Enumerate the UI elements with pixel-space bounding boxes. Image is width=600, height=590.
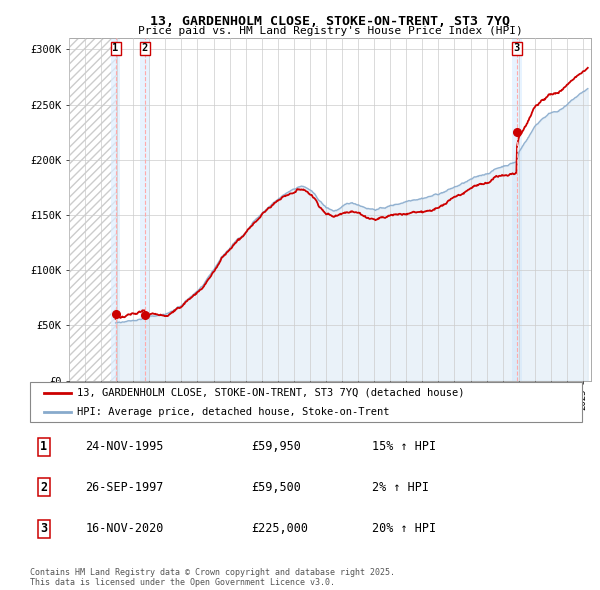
Text: Contains HM Land Registry data © Crown copyright and database right 2025.
This d: Contains HM Land Registry data © Crown c… (30, 568, 395, 587)
Text: £225,000: £225,000 (251, 522, 308, 535)
Text: 15% ↑ HPI: 15% ↑ HPI (372, 440, 436, 453)
Text: 1: 1 (112, 44, 119, 54)
Text: HPI: Average price, detached house, Stoke-on-Trent: HPI: Average price, detached house, Stok… (77, 407, 389, 417)
Text: £59,950: £59,950 (251, 440, 301, 453)
Text: 24-NOV-1995: 24-NOV-1995 (85, 440, 164, 453)
Text: 3: 3 (40, 522, 47, 535)
Text: 16-NOV-2020: 16-NOV-2020 (85, 522, 164, 535)
Text: 26-SEP-1997: 26-SEP-1997 (85, 481, 164, 494)
Bar (140, 38, 150, 381)
Text: 13, GARDENHOLM CLOSE, STOKE-ON-TRENT, ST3 7YQ (detached house): 13, GARDENHOLM CLOSE, STOKE-ON-TRENT, ST… (77, 388, 464, 398)
Bar (512, 38, 521, 381)
FancyBboxPatch shape (30, 382, 582, 422)
Text: 2% ↑ HPI: 2% ↑ HPI (372, 481, 429, 494)
Bar (111, 38, 121, 381)
Text: 2: 2 (40, 481, 47, 494)
Text: 20% ↑ HPI: 20% ↑ HPI (372, 522, 436, 535)
Text: 1: 1 (40, 440, 47, 453)
Text: 2: 2 (142, 44, 148, 54)
Text: £59,500: £59,500 (251, 481, 301, 494)
Text: 13, GARDENHOLM CLOSE, STOKE-ON-TRENT, ST3 7YQ: 13, GARDENHOLM CLOSE, STOKE-ON-TRENT, ST… (150, 15, 510, 28)
Text: Price paid vs. HM Land Registry's House Price Index (HPI): Price paid vs. HM Land Registry's House … (137, 26, 523, 36)
Text: 3: 3 (514, 44, 520, 54)
